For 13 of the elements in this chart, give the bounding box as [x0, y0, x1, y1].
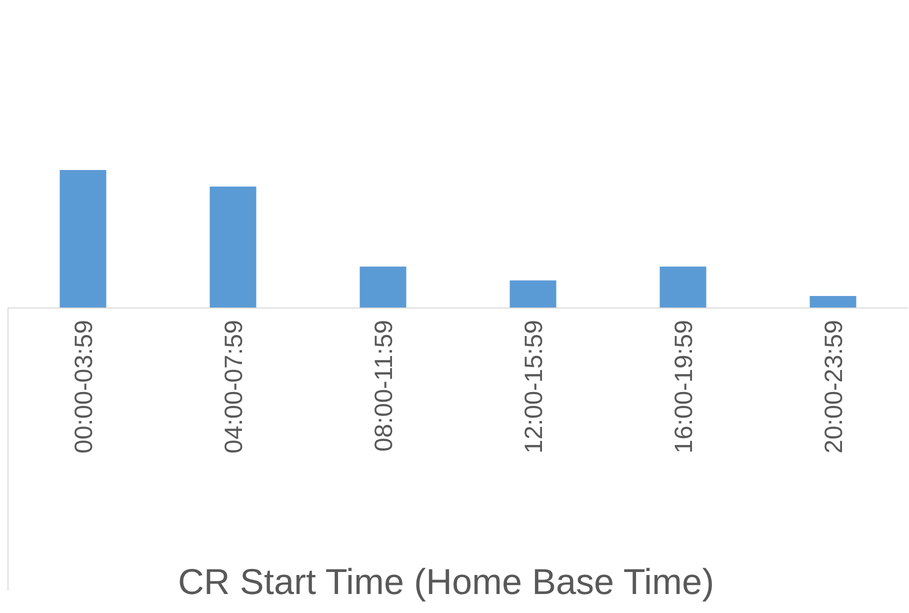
x-tick-label: 16:00-19:59 — [670, 320, 698, 454]
bar — [660, 266, 706, 308]
bar — [360, 266, 406, 308]
x-axis-title: CR Start Time (Home Base Time) — [178, 561, 714, 602]
bar — [510, 280, 556, 308]
bar — [60, 170, 106, 308]
x-tick-label: 12:00-15:59 — [520, 320, 548, 454]
x-tick-label: 20:00-23:59 — [820, 320, 848, 454]
x-tick-label: 04:00-07:59 — [220, 320, 248, 454]
x-tick-label: 00:00-03:59 — [70, 320, 98, 454]
x-tick-label: 08:00-11:59 — [370, 320, 398, 452]
bar — [810, 296, 856, 308]
bar — [210, 186, 256, 308]
